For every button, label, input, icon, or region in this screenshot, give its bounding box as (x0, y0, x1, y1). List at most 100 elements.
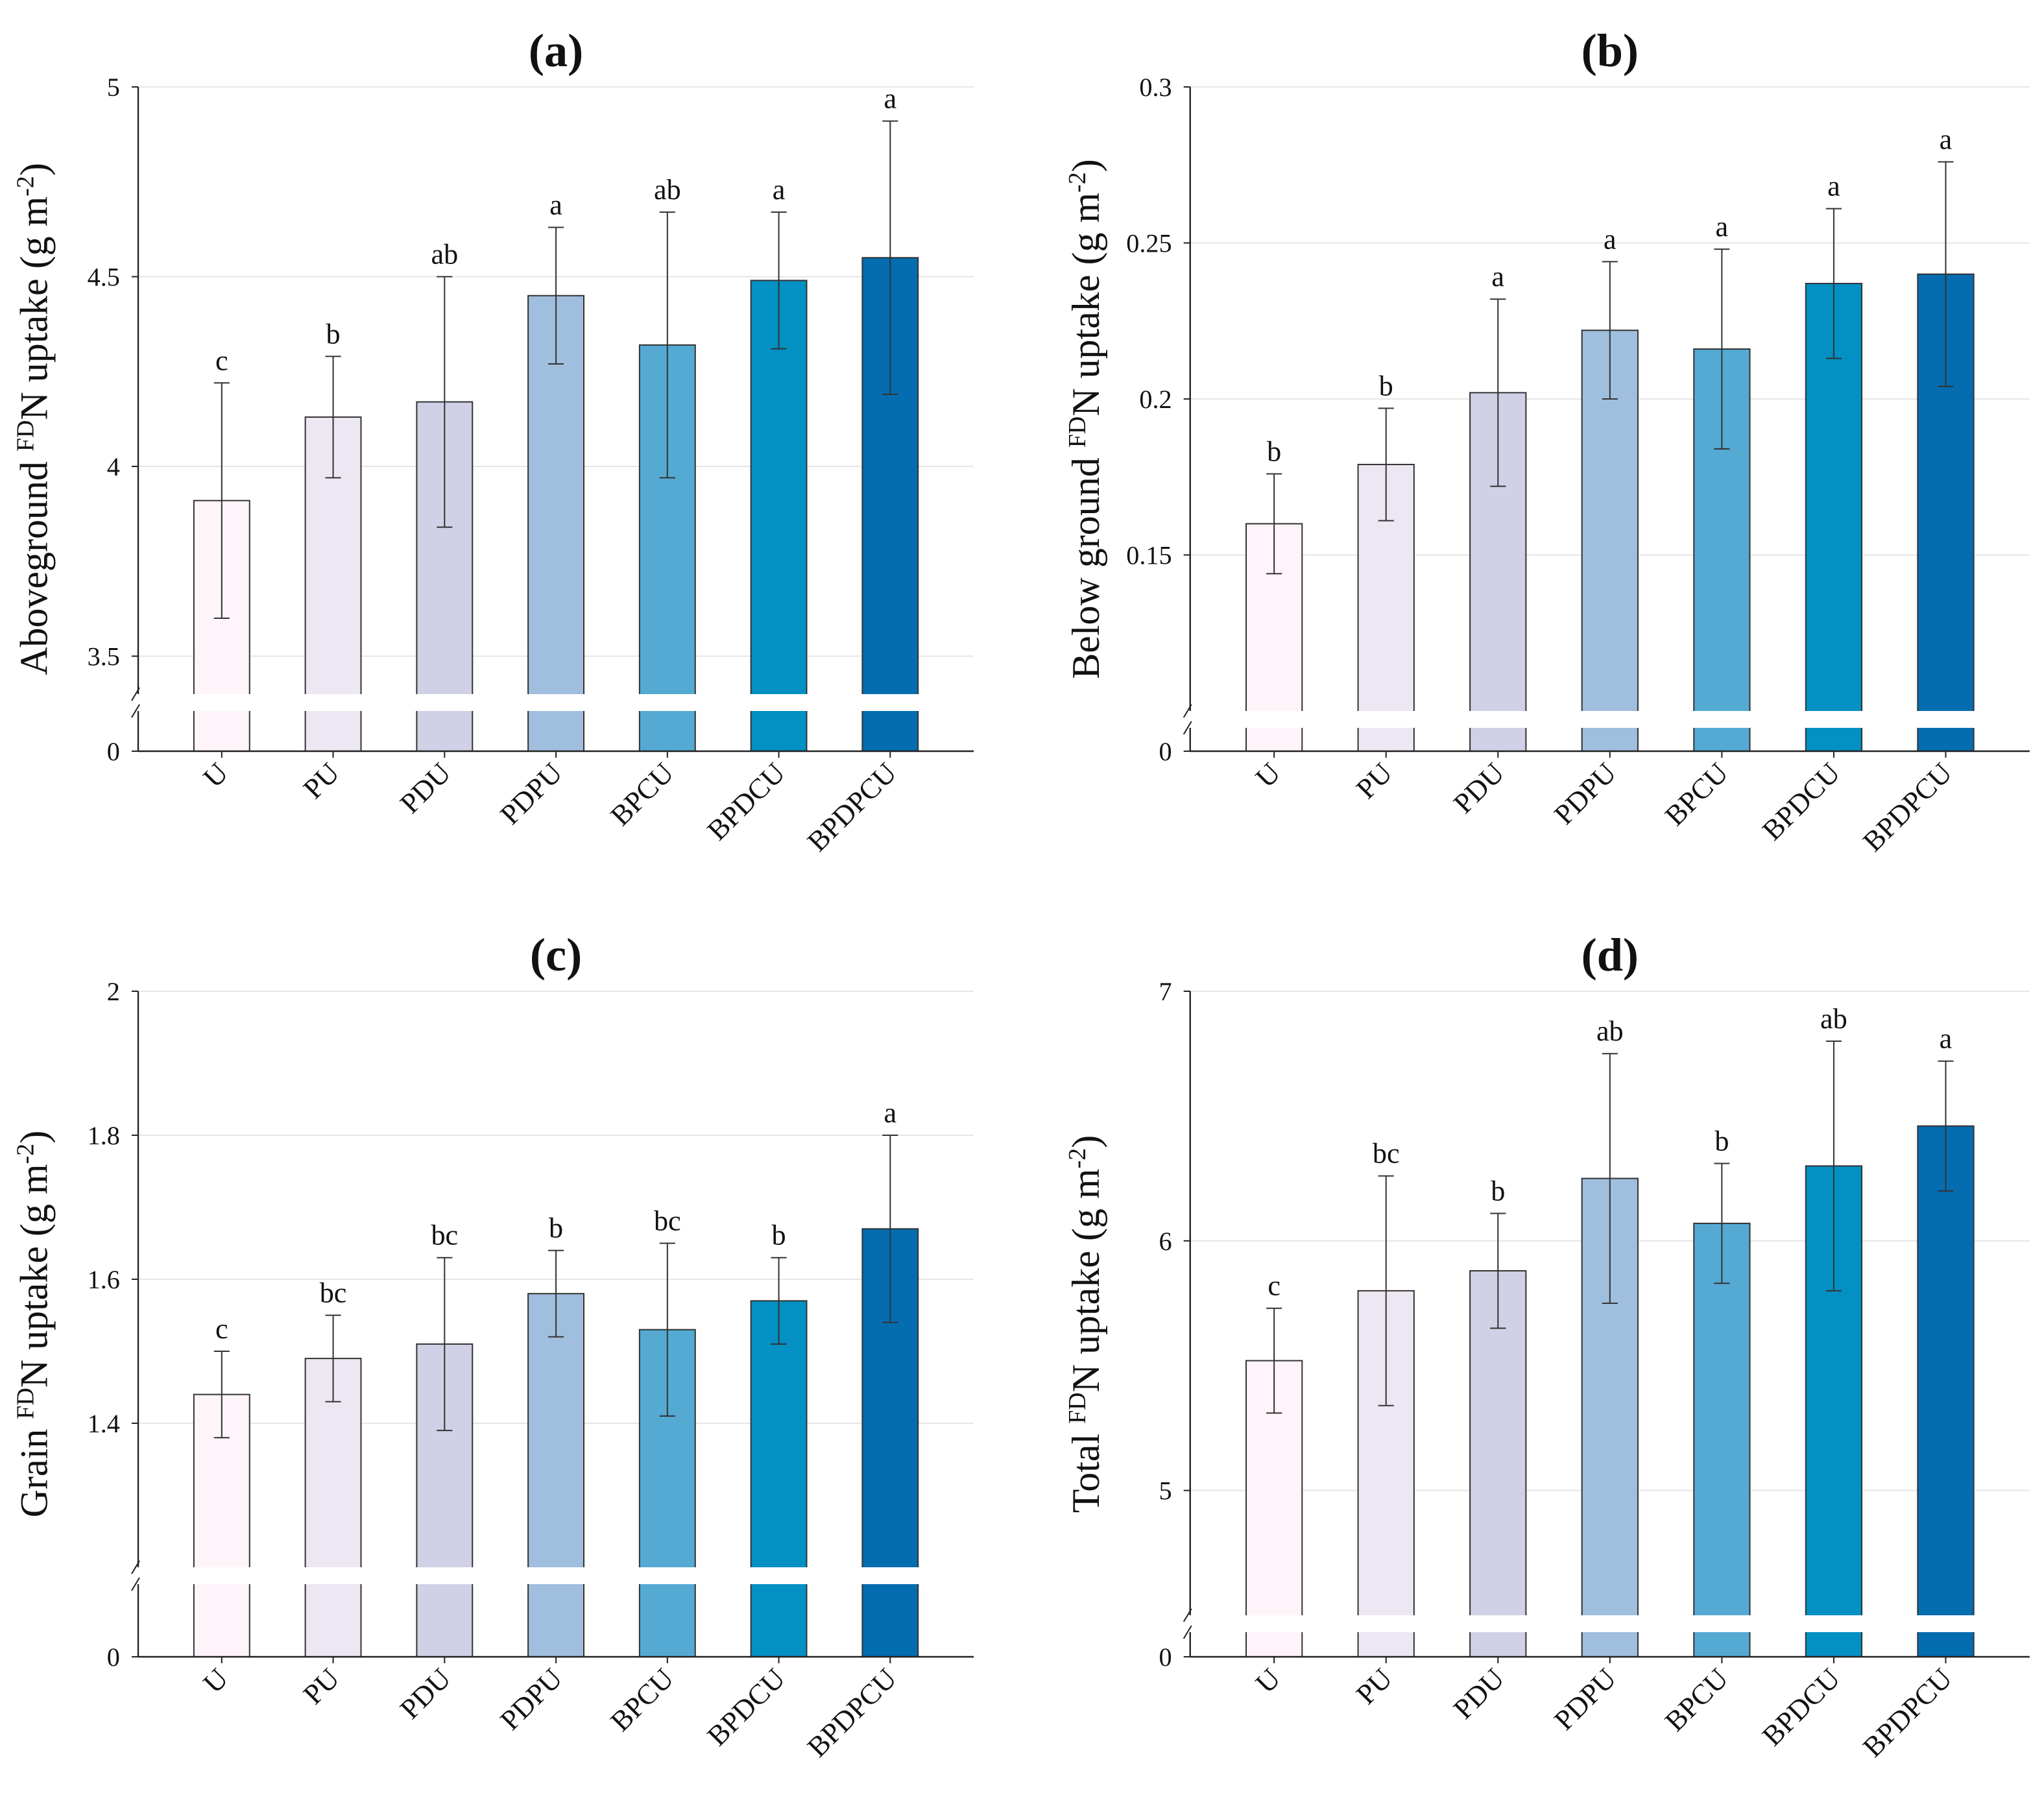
y-tick-label: 2 (107, 977, 120, 1006)
y-label-superscript: -2 (12, 176, 39, 197)
significance-letter: c (215, 344, 228, 376)
y-label-superscript: -2 (1064, 172, 1091, 193)
significance-letter: a (1940, 1023, 1953, 1055)
break-mark (131, 687, 140, 701)
break-mark (131, 1577, 140, 1591)
significance-letter: bc (320, 1277, 347, 1309)
x-tick-label: U (1249, 1662, 1286, 1699)
x-tick-label: PU (297, 756, 346, 804)
error-bar (1378, 407, 1394, 522)
y-label-part: N uptake (g m (12, 1164, 56, 1388)
axis-break-gap (638, 694, 697, 711)
bar (1693, 1222, 1751, 1657)
x-tick-label: PU (1350, 1662, 1399, 1710)
error-bar (325, 1314, 341, 1403)
x-tick-label: PDPU (1548, 756, 1622, 830)
significance-letter: ab (1596, 1015, 1624, 1047)
break-mark (1183, 1625, 1192, 1639)
x-tick-label: BPDCU (701, 756, 791, 846)
significance-letter: a (1716, 211, 1729, 243)
y-axis-label: Aboveground FDN uptake (g m-2) (12, 163, 56, 675)
panel-title: (b) (1581, 25, 1639, 77)
y-label-superscript: FD (12, 1388, 39, 1419)
y-tick-label: 6 (1159, 1227, 1172, 1256)
y-label-part: ) (12, 1131, 56, 1144)
error-bar (659, 211, 675, 479)
break-mark (131, 1560, 140, 1574)
significance-letter: a (1491, 261, 1504, 293)
x-tick-label: BPDCU (1756, 1662, 1846, 1752)
bar (527, 1293, 585, 1657)
y-label-part: Aboveground (12, 451, 56, 675)
error-bar (1714, 1162, 1730, 1284)
break-mark (1183, 1608, 1192, 1622)
significance-letter: bc (654, 1205, 681, 1237)
x-tick-label: PDU (1447, 1662, 1510, 1725)
axis-break-gap (415, 694, 474, 711)
y-label-part: N uptake (g m (12, 197, 56, 420)
axis-break-gap (304, 694, 363, 711)
error-bar (325, 355, 341, 479)
x-tick-label: BPDPCU (1857, 756, 1958, 858)
x-tick-label: PDU (1447, 756, 1510, 819)
axis-break-gap (1356, 711, 1415, 728)
significance-letter: a (549, 189, 562, 221)
y-axis-label: Below ground FDN uptake (g m-2) (1064, 159, 1108, 679)
error-bar (437, 276, 453, 528)
y-label-part: ) (1064, 1135, 1108, 1148)
x-tick-label: BPDPCU (801, 1662, 902, 1763)
y-tick-label: 0 (1159, 737, 1172, 766)
x-tick-label: BPCU (605, 1662, 680, 1737)
x-tick-label: BPCU (1659, 1662, 1734, 1737)
y-axis-label: Grain FDN uptake (g m-2) (12, 1131, 56, 1518)
significance-letter: b (772, 1220, 786, 1251)
error-bar (771, 1257, 787, 1345)
x-tick-label: BPDPCU (1857, 1662, 1958, 1763)
error-bar (1825, 1040, 1842, 1292)
x-tick-label: PDPU (1548, 1662, 1622, 1736)
y-tick-label: 0.3 (1139, 73, 1172, 102)
axis-break-gap (1580, 1615, 1639, 1632)
x-tick-label: PDPU (494, 1662, 569, 1736)
error-bar (213, 1351, 230, 1439)
error-bar (1938, 161, 1954, 387)
significance-letter: b (549, 1212, 563, 1244)
significance-letter: bc (1373, 1138, 1400, 1170)
axis-break-gap (1580, 711, 1639, 728)
error-bar (213, 382, 230, 619)
error-bar (882, 1135, 898, 1323)
error-bar (548, 226, 564, 365)
significance-letter: a (773, 174, 786, 206)
y-label-part: Total (1064, 1424, 1108, 1513)
x-tick-label: U (1249, 756, 1286, 793)
bar (1917, 1125, 1975, 1657)
break-mark (1183, 704, 1192, 718)
axis-break-gap (749, 694, 808, 711)
break-mark (1183, 721, 1192, 735)
error-bar (1602, 261, 1618, 400)
bar (750, 280, 808, 752)
y-tick-label: 1.4 (88, 1409, 120, 1438)
y-tick-label: 5 (107, 73, 120, 102)
x-tick-label: U (197, 756, 234, 793)
error-bar (1602, 1053, 1618, 1304)
axis-break-gap (1469, 1615, 1528, 1632)
error-bar (771, 211, 787, 350)
y-tick-label: 0 (107, 1643, 120, 1672)
y-tick-label: 0 (107, 737, 120, 766)
y-label-part: N uptake (g m (1064, 1168, 1108, 1392)
y-tick-label: 0.15 (1126, 541, 1172, 570)
error-bar (1938, 1060, 1954, 1192)
y-label-superscript: FD (1064, 1392, 1091, 1424)
axis-break-gap (527, 694, 586, 711)
axis-break-gap (861, 694, 920, 711)
x-tick-label: BPCU (1659, 756, 1734, 832)
error-bar (1714, 248, 1730, 450)
axis-break-gap (749, 1567, 808, 1584)
y-label-superscript: -2 (1064, 1148, 1091, 1169)
axis-break-gap (1692, 711, 1751, 728)
y-tick-label: 1.8 (88, 1121, 120, 1150)
significance-letter: a (1604, 223, 1617, 255)
axis-break-gap (1804, 711, 1864, 728)
